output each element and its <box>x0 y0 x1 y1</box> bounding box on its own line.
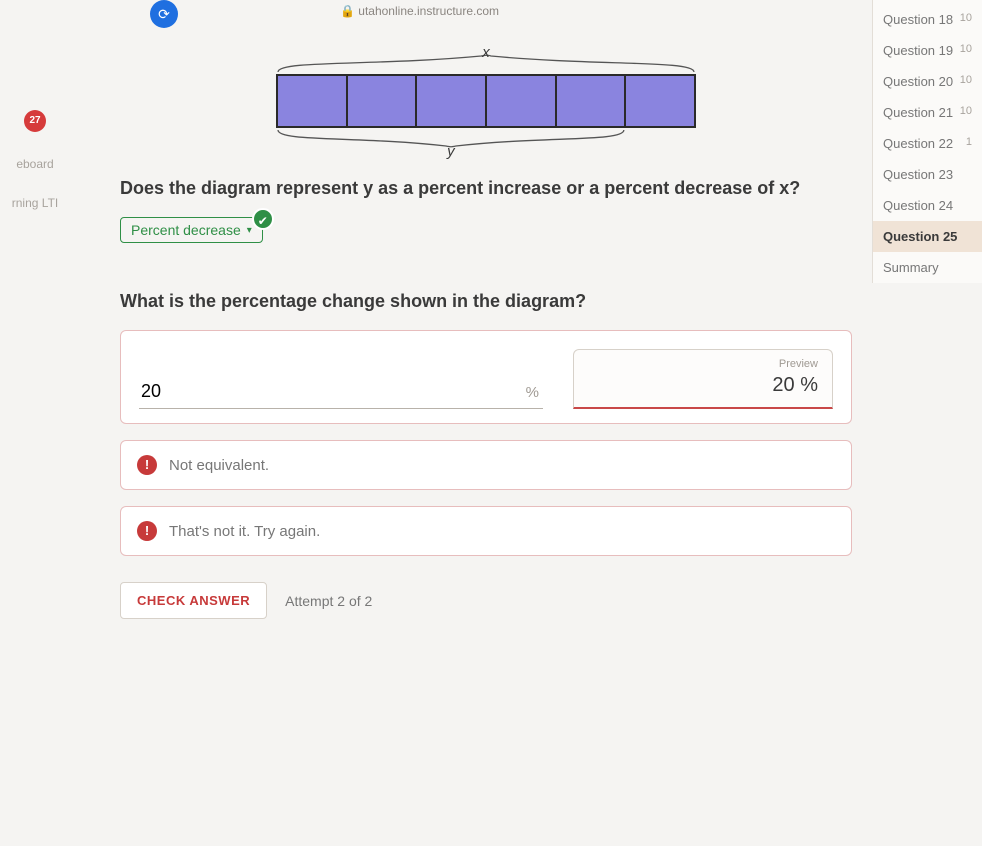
qnav-points: 10 <box>960 12 972 27</box>
qnav-item[interactable]: Question 23 <box>873 159 982 190</box>
brace-bottom-label: y <box>447 143 455 160</box>
qnav-label: Summary <box>883 260 939 275</box>
qnav-label: Question 23 <box>883 167 953 182</box>
feedback-try-again: ! That's not it. Try again. <box>120 506 852 556</box>
chevron-down-icon: ▾ <box>247 225 252 236</box>
percent-diagram: x y <box>276 50 696 152</box>
question-nav: Question 1810Question 1910Question 2010Q… <box>872 0 982 283</box>
qnav-label: Question 21 <box>883 105 953 120</box>
attempt-counter: Attempt 2 of 2 <box>285 593 372 609</box>
percent-type-select[interactable]: Percent decrease ▾ ✔ <box>120 217 263 243</box>
correct-check-icon: ✔ <box>252 208 274 230</box>
qnav-item[interactable]: Question 19 10 <box>873 35 982 66</box>
answer-input-wrap: % <box>139 375 543 409</box>
diagram-bar <box>276 74 696 128</box>
check-answer-button[interactable]: CHECK ANSWER <box>120 582 267 619</box>
sidebar-item-dashboard[interactable]: eboard <box>0 157 70 171</box>
question-1-prompt: Does the diagram represent y as a percen… <box>120 178 852 199</box>
qnav-points: 10 <box>960 43 972 58</box>
qnav-label: Question 18 <box>883 12 953 27</box>
qnav-points: 1 <box>966 136 972 151</box>
sidebar-badge[interactable]: 27 <box>24 110 46 132</box>
diagram-segment <box>626 76 694 126</box>
error-icon: ! <box>137 455 157 475</box>
qnav-item[interactable]: Question 25 <box>873 221 982 252</box>
brace-top-label: x <box>482 44 490 61</box>
qnav-item[interactable]: Question 21 10 <box>873 97 982 128</box>
brace-bottom: y <box>276 128 626 152</box>
qnav-points: 10 <box>960 105 972 120</box>
error-icon: ! <box>137 521 157 541</box>
qnav-item[interactable]: Question 22 1 <box>873 128 982 159</box>
sidebar: 27 eboard rning LTI <box>0 0 70 846</box>
question-2-prompt: What is the percentage change shown in t… <box>120 291 852 312</box>
url-bar: 🔒 utahonline.instructure.com <box>340 4 499 18</box>
feedback-not-equivalent: ! Not equivalent. <box>120 440 852 490</box>
answer-box: % Preview 20 % <box>120 330 852 424</box>
diagram-segment <box>487 76 557 126</box>
preview-label: Preview <box>588 358 818 370</box>
qnav-label: Question 25 <box>883 229 957 244</box>
qnav-item[interactable]: Question 24 <box>873 190 982 221</box>
qnav-label: Question 20 <box>883 74 953 89</box>
preview-box: Preview 20 % <box>573 349 833 409</box>
diagram-segment <box>417 76 487 126</box>
percent-suffix: % <box>526 384 539 401</box>
main-content: x y Does the diagram represent y as a pe… <box>90 20 882 846</box>
qnav-label: Question 24 <box>883 198 953 213</box>
qnav-item[interactable]: Question 18 10 <box>873 4 982 35</box>
diagram-segment <box>348 76 418 126</box>
qnav-item[interactable]: Summary <box>873 252 982 283</box>
qnav-label: Question 22 <box>883 136 953 151</box>
feedback-text: That's not it. Try again. <box>169 523 320 540</box>
diagram-segment <box>557 76 627 126</box>
sidebar-item-lti[interactable]: rning LTI <box>0 196 70 210</box>
qnav-label: Question 19 <box>883 43 953 58</box>
qnav-item[interactable]: Question 20 10 <box>873 66 982 97</box>
diagram-segment <box>278 76 348 126</box>
preview-value: 20 % <box>588 374 818 397</box>
qnav-points: 10 <box>960 74 972 89</box>
select-value: Percent decrease <box>131 222 241 238</box>
brace-top: x <box>276 50 696 74</box>
feedback-text: Not equivalent. <box>169 457 269 474</box>
percent-input[interactable] <box>139 375 543 409</box>
